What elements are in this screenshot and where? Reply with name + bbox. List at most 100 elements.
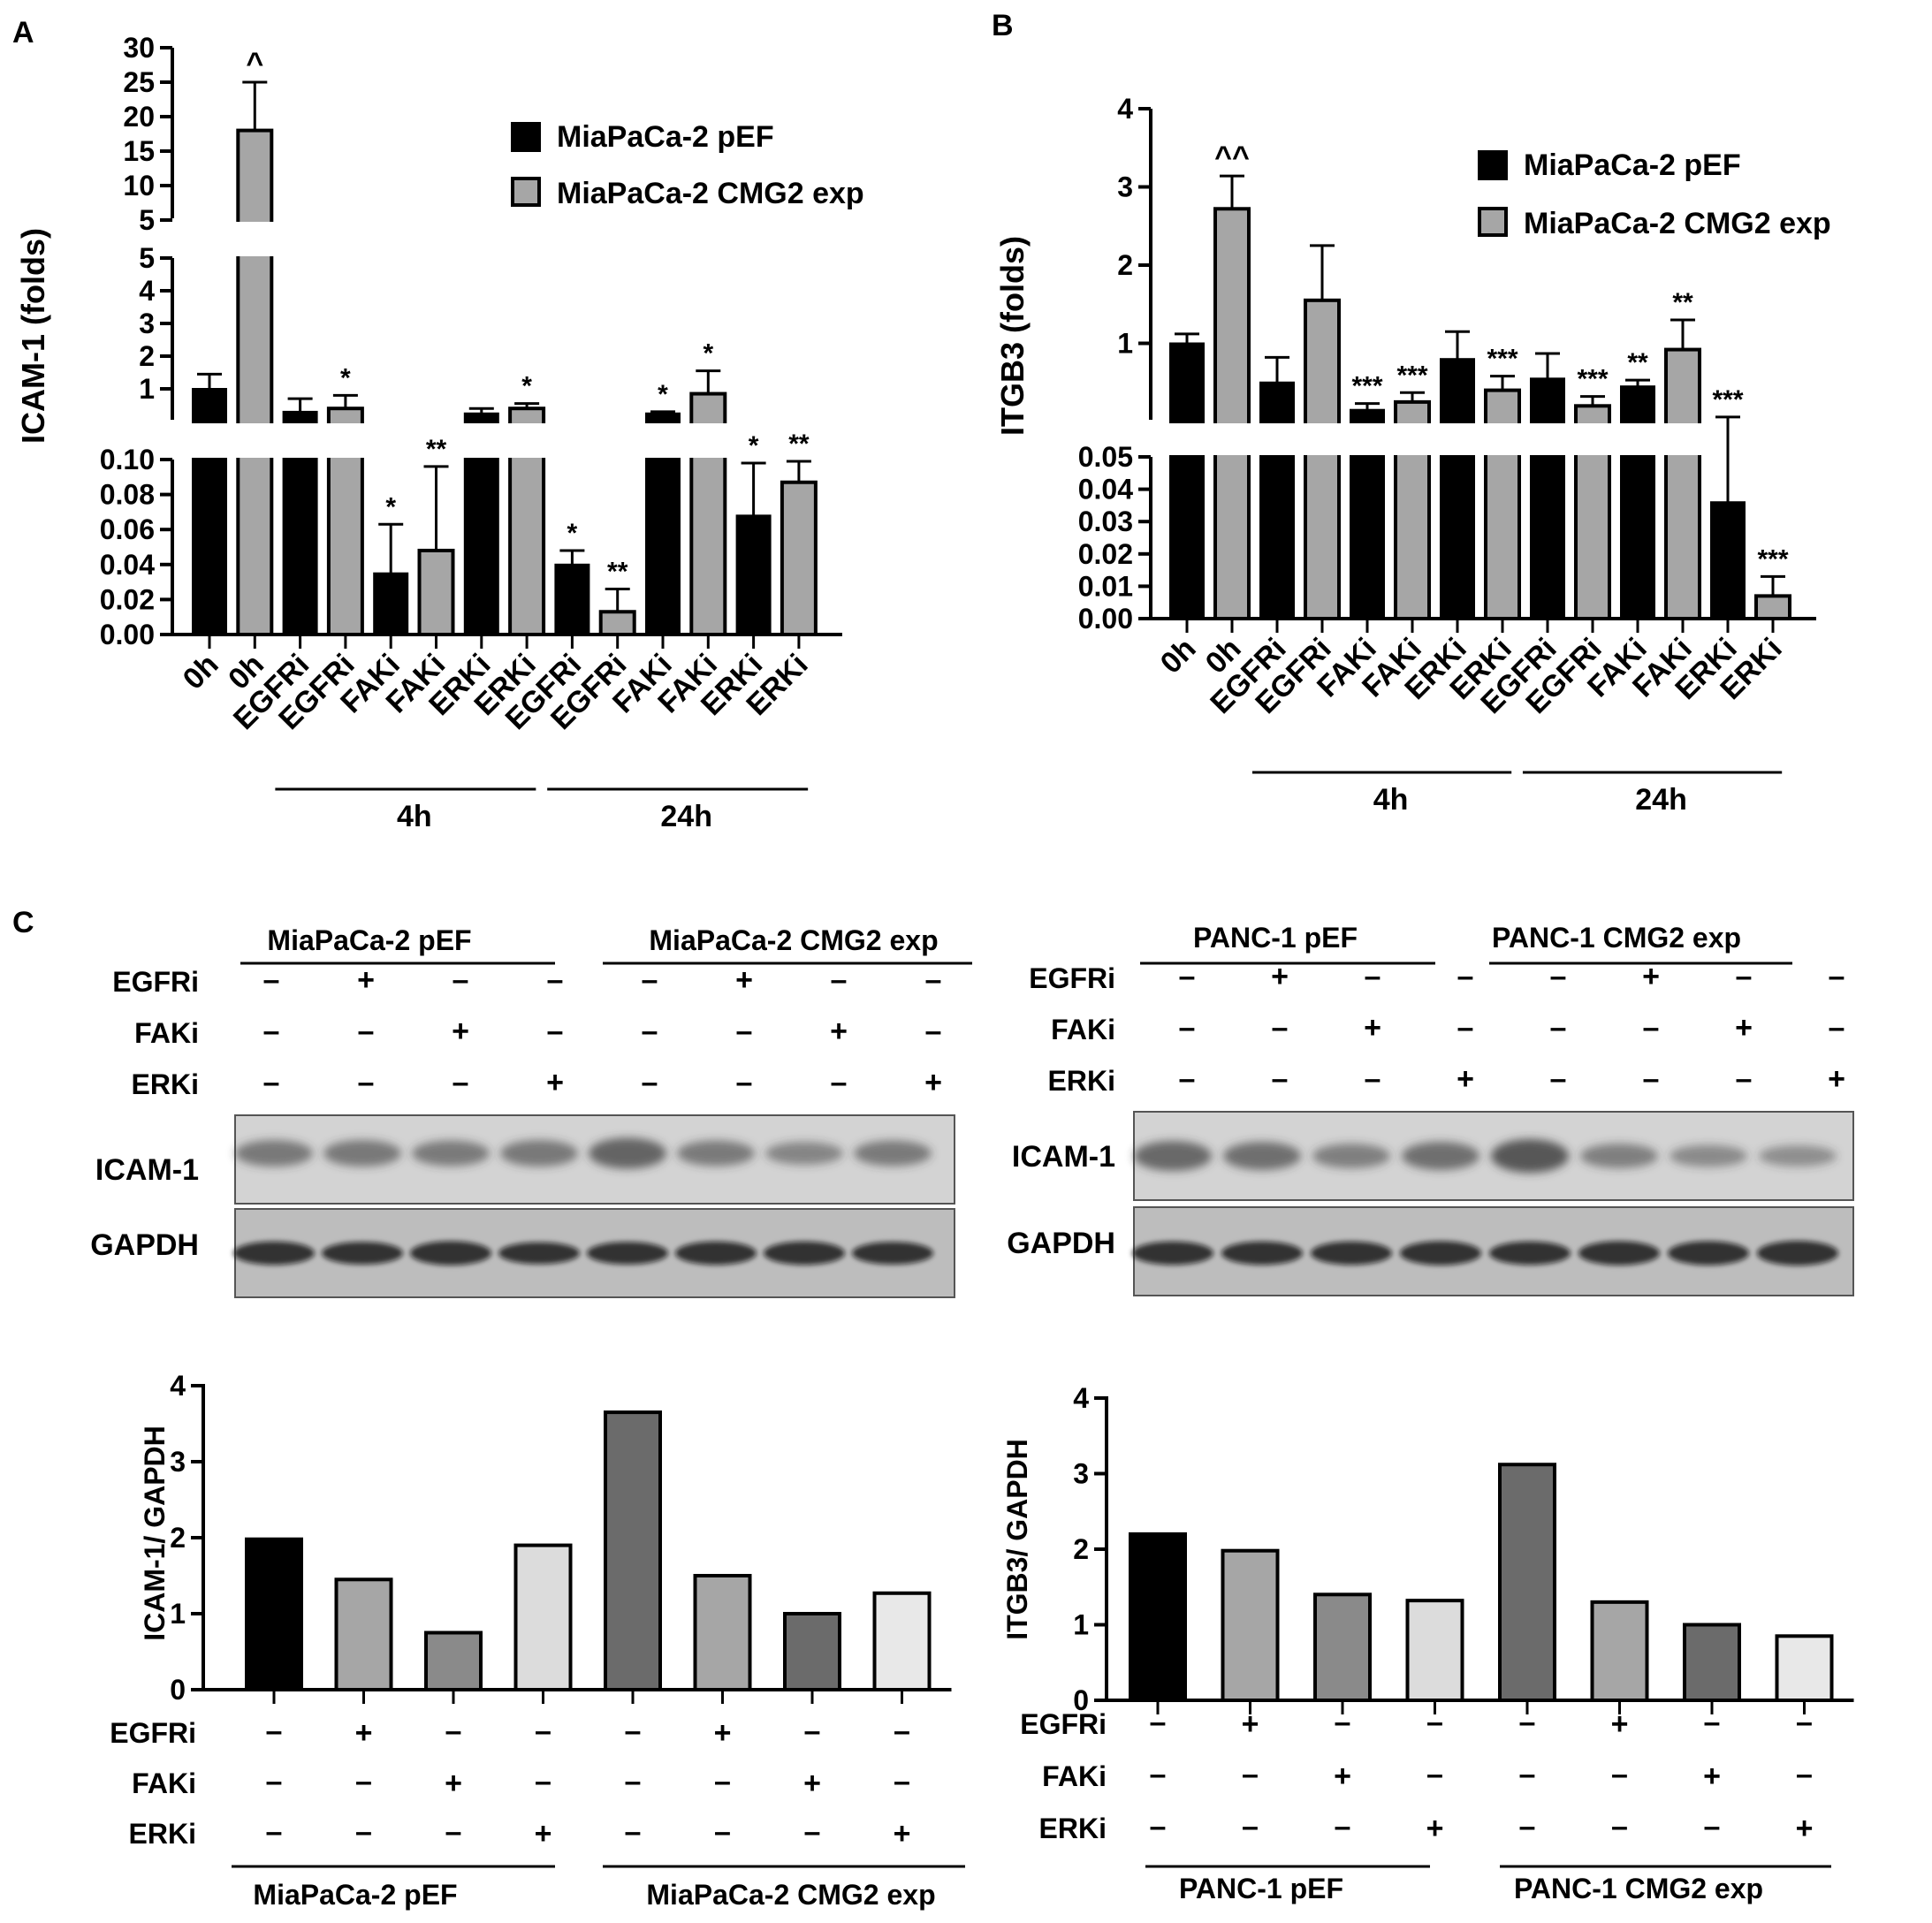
- treatment-sign: –: [1519, 1758, 1536, 1791]
- blot-treatment-sign: +: [735, 963, 753, 997]
- blot-treatment-sign: –: [642, 1066, 658, 1099]
- treatment-sign: –: [1335, 1810, 1351, 1843]
- panel-a-y-axis-label: ICAM-1 (folds): [15, 228, 51, 444]
- significance-mark: *: [521, 372, 532, 401]
- quant-bar: [1129, 1532, 1187, 1703]
- y-tick-label: 0.08: [100, 479, 155, 511]
- blot-treatment-sign: –: [642, 1015, 658, 1048]
- y-tick-label: 0.00: [1078, 603, 1133, 635]
- axis-break-gap: [688, 423, 729, 458]
- blot-band: [412, 1140, 490, 1167]
- axis-break-gap: [234, 423, 276, 458]
- significance-mark: ***: [1577, 365, 1608, 394]
- blot-treatment-label: FAKi: [1051, 1014, 1115, 1045]
- significance-mark: **: [1672, 288, 1693, 317]
- chart-bar: [1664, 347, 1701, 620]
- significance-mark: *: [703, 339, 713, 369]
- treatment-sign: –: [355, 1765, 372, 1798]
- treatment-sign: –: [1796, 1758, 1813, 1791]
- panel-label-a: A: [12, 16, 34, 49]
- y-tick-label: 1: [170, 1598, 186, 1630]
- blot-treatment-sign: –: [925, 963, 942, 997]
- significance-mark: *: [385, 492, 396, 521]
- y-tick-label: 25: [123, 66, 155, 98]
- y-tick-label: 2: [1117, 249, 1133, 281]
- y-tick-label: 0.10: [100, 444, 155, 475]
- blot-treatment-sign: +: [357, 963, 375, 997]
- treatment-label: ERKi: [129, 1818, 196, 1850]
- blot-band: [1757, 1241, 1838, 1266]
- blot-treatment-sign: –: [1550, 960, 1567, 993]
- blot-band: [410, 1241, 491, 1266]
- blot-band: [1312, 1144, 1390, 1168]
- blot-treatment-sign: –: [925, 1015, 942, 1048]
- treatment-sign: –: [1704, 1810, 1721, 1843]
- y-tick-label: 0.01: [1078, 570, 1133, 602]
- y-tick-label: 4: [1117, 93, 1133, 125]
- treatment-sign: +: [445, 1767, 462, 1800]
- quant-bar: [1775, 1634, 1834, 1702]
- blot-treatment-sign: –: [358, 1066, 375, 1099]
- blot-left-icam1-label: ICAM-1: [95, 1153, 199, 1187]
- blot-band: [1402, 1142, 1479, 1170]
- legend-b-gray-swatch: [1478, 207, 1508, 237]
- group-label: 24h: [660, 800, 712, 833]
- panel-label-c: C: [12, 906, 34, 939]
- axis-break-gap: [1482, 423, 1523, 455]
- quant-left-group1-label: MiaPaCa-2 pEF: [253, 1879, 457, 1911]
- significance-mark: ***: [1757, 544, 1788, 574]
- quant-left-group2-label: MiaPaCa-2 CMG2 exp: [646, 1879, 935, 1911]
- axis-break-gap: [234, 222, 276, 256]
- blot-treatment-sign: –: [263, 1066, 280, 1099]
- axis-break-gap: [1662, 423, 1703, 455]
- panel-b-chart: ITGB3 (folds) MiaPaCa-2 pEF MiaPaCa-2 CM…: [994, 93, 1831, 817]
- blot-left-gapdh-label: GAPDH: [90, 1228, 199, 1262]
- blot-treatment-sign: –: [831, 1066, 848, 1099]
- significance-mark: *: [658, 380, 668, 409]
- blot-band: [1668, 1241, 1749, 1266]
- treatment-sign: –: [1611, 1810, 1628, 1843]
- blot-treatment-sign: –: [453, 1066, 469, 1099]
- y-tick-label: 1: [1073, 1609, 1089, 1641]
- blot-treatment-sign: +: [1735, 1011, 1753, 1045]
- treatment-sign: –: [1519, 1810, 1536, 1843]
- axis-break-gap: [506, 423, 548, 458]
- chart-bar: [780, 480, 818, 636]
- blot-band: [500, 1140, 578, 1167]
- y-tick-label: 10: [123, 170, 155, 201]
- blot-treatment-label: ERKi: [132, 1068, 199, 1100]
- y-tick-label: 3: [1073, 1458, 1089, 1490]
- significance-mark: *: [567, 519, 578, 548]
- axis-break-gap: [643, 423, 683, 458]
- legend-a-gray-label: MiaPaCa-2 CMG2 exp: [557, 177, 864, 210]
- treatment-label: FAKi: [132, 1767, 196, 1799]
- blot-band: [233, 1241, 315, 1266]
- blot-band: [1132, 1241, 1213, 1266]
- y-tick-label: 0.00: [100, 619, 155, 650]
- blot-treatment-sign: –: [1736, 960, 1753, 993]
- blot-treatment-sign: –: [1457, 960, 1474, 993]
- blot-treatment-sign: –: [1829, 1011, 1845, 1045]
- significance-mark: ***: [1712, 385, 1743, 414]
- treatment-sign: –: [804, 1815, 821, 1849]
- treatment-sign: –: [714, 1765, 731, 1798]
- blot-band: [1491, 1139, 1569, 1173]
- quant-bar: [334, 1577, 393, 1692]
- blot-band: [1134, 1141, 1212, 1171]
- chart-bar: [1213, 207, 1251, 620]
- blot-treatment-sign: –: [831, 963, 848, 997]
- blot-band: [323, 1140, 401, 1167]
- blot-band: [1580, 1144, 1658, 1168]
- blot-treatment-sign: –: [1643, 1011, 1660, 1045]
- quant-left-chart: ICAM-1/ GAPDH MiaPaCa-2 pEF MiaPaCa-2 CM…: [110, 1370, 965, 1911]
- blot-band: [587, 1242, 668, 1265]
- y-tick-label: 0.06: [100, 513, 155, 545]
- treatment-sign: –: [445, 1815, 462, 1849]
- y-tick-label: 0.03: [1078, 505, 1133, 537]
- blot-treatment-sign: –: [263, 1015, 280, 1048]
- chart-bar: [1304, 298, 1341, 620]
- treatment-sign: –: [1704, 1706, 1721, 1739]
- quant-bar: [1590, 1600, 1649, 1702]
- blot-treatment-sign: –: [1272, 1011, 1289, 1045]
